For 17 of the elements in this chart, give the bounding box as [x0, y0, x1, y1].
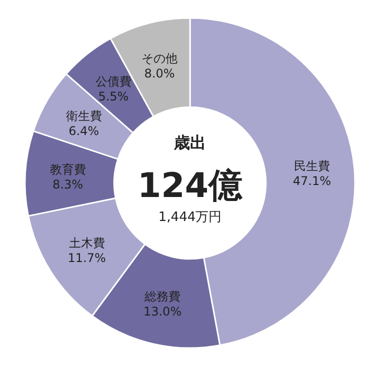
- data-label: 6.4%: [68, 124, 100, 138]
- data-label: 5.5%: [98, 89, 129, 104]
- slice-label: 民生費: [294, 158, 330, 173]
- slice-label: 土木費: [68, 236, 105, 250]
- text: 124億: [138, 166, 244, 206]
- text: 歳出: [173, 133, 206, 152]
- slice-label: 総務費: [144, 289, 181, 304]
- data-label: 13.0%: [143, 304, 182, 318]
- data-label: 47.1%: [292, 174, 332, 188]
- data-label: 8.3%: [52, 178, 84, 192]
- slice-label: その他: [142, 51, 178, 66]
- slice-label: 公債費: [95, 74, 132, 88]
- text: 1,444万円: [158, 210, 222, 225]
- data-label: 8.0%: [144, 66, 175, 80]
- slice-label: 衛生費: [66, 108, 102, 123]
- slice-label: 教育費: [50, 162, 86, 177]
- data-label: 11.7%: [68, 250, 106, 265]
